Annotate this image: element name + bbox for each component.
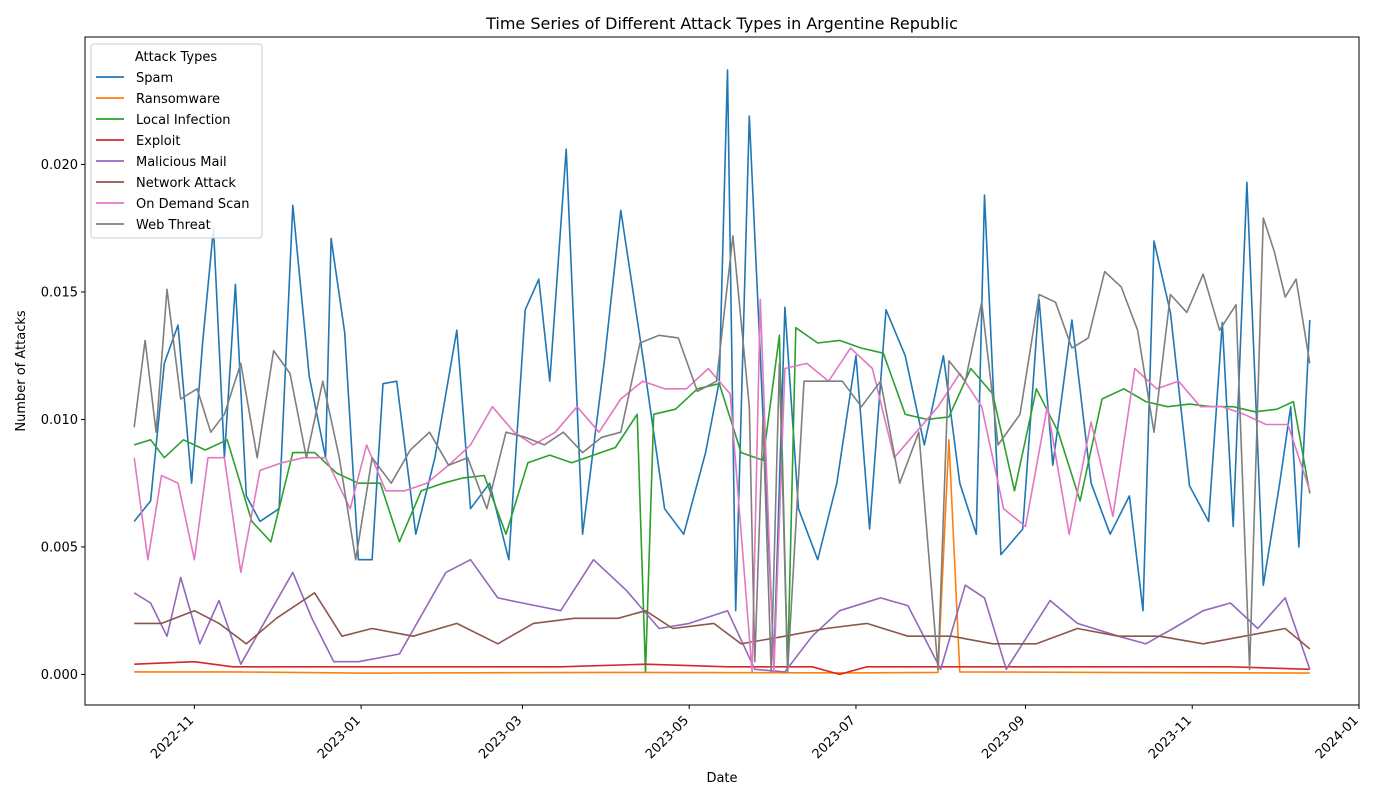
y-axis-label: Number of Attacks — [14, 310, 29, 432]
series-line-network-attack — [134, 591, 1311, 650]
series-line-spam — [133, 69, 1311, 663]
plot-frame — [84, 36, 1360, 706]
legend-label-network-attack: Network Attack — [136, 176, 236, 191]
series-line-web-threat — [133, 217, 1311, 673]
legend-box — [90, 43, 263, 239]
y-tick-label: 0.010 — [41, 413, 78, 428]
series-lines — [133, 69, 1311, 676]
y-tick-label: 0.000 — [41, 668, 78, 683]
legend-label-local-infection: Local Infection — [136, 113, 231, 128]
series-line-on-demand-scan — [133, 298, 1311, 673]
legend-label-exploit: Exploit — [136, 134, 180, 149]
legend-label-malicious-mail: Malicious Mail — [136, 155, 227, 170]
y-tick-label: 0.005 — [41, 540, 78, 555]
legend-label-spam: Spam — [136, 71, 173, 86]
legend-title: Attack Types — [135, 50, 217, 65]
y-tick-label: 0.015 — [41, 285, 78, 300]
y-axis-ticks: 0.000 0.005 0.010 0.015 0.020 — [41, 158, 85, 683]
legend: Attack Types Spam Ransomware Local Infecti… — [90, 43, 263, 239]
chart-title: Time Series of Different Attack Types in… — [485, 14, 958, 33]
x-axis-label: Date — [706, 771, 737, 786]
legend-label-on-demand-scan: On Demand Scan — [136, 197, 249, 212]
series-line-exploit — [134, 660, 1310, 676]
legend-label-web-threat: Web Threat — [136, 218, 211, 233]
legend-label-ransomware: Ransomware — [136, 92, 220, 107]
y-tick-label: 0.020 — [41, 158, 78, 173]
series-line-ransomware — [134, 438, 1310, 674]
